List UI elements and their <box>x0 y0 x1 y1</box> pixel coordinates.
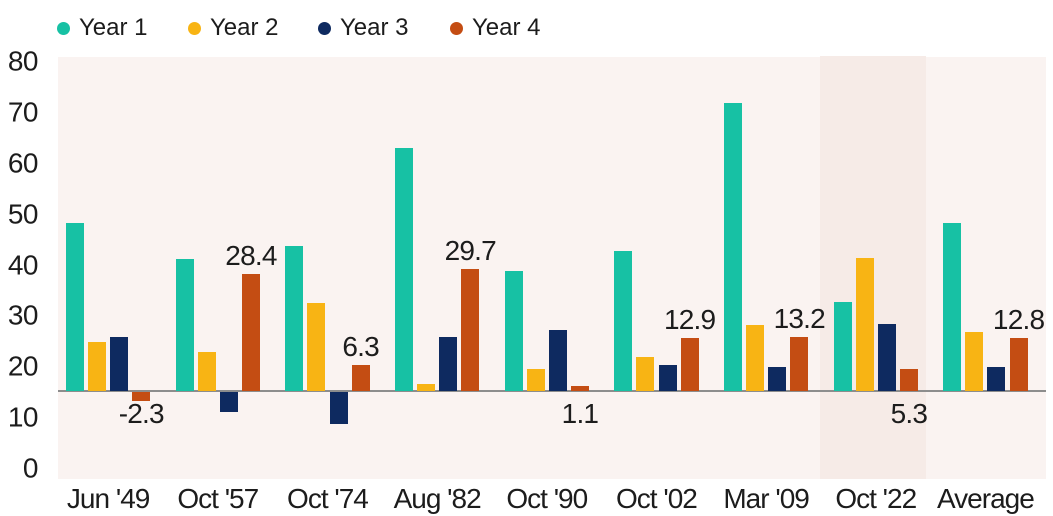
legend-label-year-2: Year 2 <box>210 14 279 41</box>
data-label-jun-49: -2.3 <box>118 398 165 429</box>
legend-item-year-1: Year 1 <box>57 14 148 42</box>
y-tick-label-50: 50 <box>7 198 39 230</box>
y-tick-label-40: 40 <box>7 249 39 281</box>
bar-year-1-oct-90 <box>504 270 523 391</box>
x-axis-label-aug-82: Aug '82 <box>393 483 482 514</box>
data-label-oct-90: 1.1 <box>561 398 599 429</box>
legend-label-year-4: Year 4 <box>472 14 541 41</box>
bar-year-1-oct-22 <box>833 302 852 391</box>
y-tick-label-60: 60 <box>7 147 39 179</box>
year-4-dot-icon <box>450 21 463 35</box>
legend: Year 1 Year 2 Year 3 Year 4 <box>0 14 1053 42</box>
year-3-dot-icon <box>318 21 331 35</box>
y-tick-label-20: 20 <box>7 350 39 382</box>
bar-year-2-average <box>965 332 984 391</box>
bar-year-3-mar-09 <box>768 366 787 391</box>
bar-year-2-oct-22 <box>855 257 874 391</box>
x-axis-label-jun-49: Jun '49 <box>66 483 150 514</box>
bar-year-4-aug-82 <box>461 268 480 391</box>
legend-item-year-3: Year 3 <box>318 14 409 42</box>
bar-year-4-jun-49 <box>132 392 151 402</box>
x-axis-label-oct-22: Oct '22 <box>835 483 917 514</box>
zero-baseline <box>58 390 1046 392</box>
bar-year-4-oct-02 <box>680 337 699 391</box>
bar-year-1-oct-02 <box>614 250 633 391</box>
y-tick-label-0: 0 <box>22 452 39 484</box>
data-label-oct-02: 12.9 <box>663 303 716 335</box>
bar-year-1-oct-74 <box>285 245 304 391</box>
bar-year-4-mar-09 <box>790 336 809 391</box>
year-1-dot-icon <box>57 21 70 35</box>
bar-year-1-mar-09 <box>723 103 742 391</box>
bar-year-4-average <box>1009 338 1028 391</box>
bar-year-3-aug-82 <box>439 336 458 391</box>
y-tick-label-70: 70 <box>7 96 39 128</box>
data-label-oct-57: 28.4 <box>225 239 277 271</box>
bar-year-2-oct-02 <box>636 356 655 391</box>
bar-year-2-jun-49 <box>88 342 107 391</box>
legend-item-year-2: Year 2 <box>188 14 279 42</box>
year-2-dot-icon <box>188 21 201 35</box>
bar-year-4-oct-90 <box>570 386 589 391</box>
bar-year-1-average <box>943 222 962 391</box>
bar-year-3-oct-22 <box>877 324 896 391</box>
bar-year-1-jun-49 <box>66 222 84 391</box>
x-axis-label-average: Average <box>937 483 1035 514</box>
x-axis-label-oct-57: Oct '57 <box>177 483 259 514</box>
y-tick-label-10: 10 <box>7 401 39 433</box>
bar-year-4-oct-57 <box>241 273 260 391</box>
x-axis-label-oct-02: Oct '02 <box>616 483 698 514</box>
bar-year-2-oct-74 <box>307 302 326 391</box>
bar-year-3-average <box>987 366 1006 391</box>
bar-year-4-oct-22 <box>899 369 918 391</box>
x-axis-label-oct-90: Oct '90 <box>506 483 588 514</box>
legend-label-year-1: Year 1 <box>79 14 148 41</box>
bar-year-1-aug-82 <box>394 148 413 391</box>
bar-year-2-aug-82 <box>417 383 436 391</box>
bar-year-3-oct-90 <box>548 330 567 391</box>
y-tick-label-30: 30 <box>7 300 39 332</box>
bar-year-2-mar-09 <box>746 325 765 391</box>
data-label-oct-74: 6.3 <box>342 331 379 363</box>
legend-item-year-4: Year 4 <box>450 14 541 42</box>
y-tick-label-80: 80 <box>7 45 39 77</box>
bar-year-3-oct-74 <box>329 392 348 424</box>
x-axis-label-oct-74: Oct '74 <box>287 483 369 514</box>
data-label-mar-09: 13.2 <box>773 302 826 334</box>
bar-year-2-oct-90 <box>526 369 545 391</box>
bar-year-1-oct-57 <box>175 259 194 391</box>
bar-year-3-oct-57 <box>219 392 238 413</box>
data-label-average: 12.8 <box>992 304 1045 336</box>
bar-year-4-oct-74 <box>351 365 370 391</box>
data-label-aug-82: 29.7 <box>444 234 497 266</box>
x-axis-label-mar-09: Mar '09 <box>723 483 810 514</box>
bar-year-2-oct-57 <box>197 351 216 391</box>
bar-year-3-jun-49 <box>110 336 129 391</box>
bar-year-3-oct-02 <box>658 365 677 391</box>
legend-label-year-3: Year 3 <box>340 14 409 41</box>
data-label-oct-22: 5.3 <box>890 398 928 429</box>
